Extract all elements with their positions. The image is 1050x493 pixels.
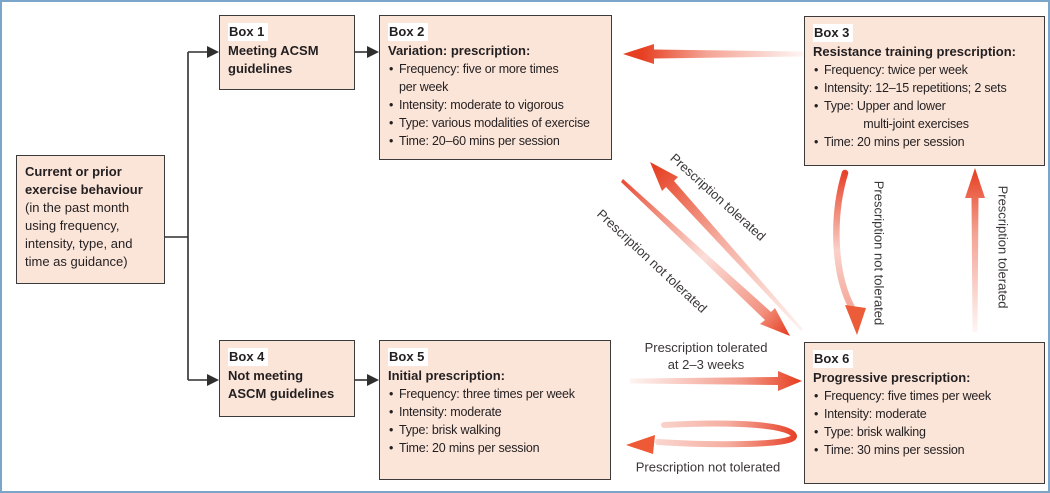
box-5-title: Initial prescription: <box>388 368 506 383</box>
box-3-title: Resistance training prescription: <box>813 44 1016 59</box>
bullet-intensity: Intensity: 12–15 repetitions; 2 sets <box>813 79 1036 97</box>
box-entry-body: (in the past month using frequency, inte… <box>25 200 133 269</box>
label-prescription-not-tolerated-vertical: Prescription not tolerated <box>871 180 887 326</box>
bullet-time: Time: 30 mins per session <box>813 441 1036 459</box>
label-prescription-tolerated-diagonal: Prescription tolerated <box>667 150 769 244</box>
arrow-box6-to-box2-tolerated <box>650 162 803 331</box>
box-2-label: Box 2 <box>388 23 429 41</box>
bullet-frequency: Frequency: five times per week <box>813 387 1036 405</box>
bullet-intensity: Intensity: moderate <box>388 403 602 421</box>
bullet-frequency: Frequency: twice per week <box>813 61 1036 79</box>
box-entry-title: Current or prior exercise behaviour <box>25 164 143 197</box>
box-4-label: Box 4 <box>228 348 269 366</box>
box-6-title: Progressive prescription: <box>813 370 971 385</box>
bullet-intensity: Intensity: moderate <box>813 405 1036 423</box>
box-6: Box 6 Progressive prescription: Frequenc… <box>804 342 1045 484</box>
box-5: Box 5 Initial prescription: Frequency: t… <box>379 340 611 480</box>
arrow-box6-to-box3-tolerated <box>965 168 985 332</box>
bullet-type: Type: Upper and lower multi-joint exerci… <box>813 97 1036 133</box>
bullet-time: Time: 20 mins per session <box>813 133 1036 151</box>
bullet-type: Type: various modalities of exercise <box>388 114 603 132</box>
box-entry: Current or prior exercise behaviour (in … <box>16 155 165 284</box>
box-4-title: Not meeting ASCM guidelines <box>228 368 335 401</box>
bullet-frequency: Frequency: five or more times per week <box>388 60 603 96</box>
box-1: Box 1 Meeting ACSM guidelines <box>219 15 355 90</box>
box-4: Box 4 Not meeting ASCM guidelines <box>219 340 355 417</box>
box-2-title: Variation: prescription: <box>388 43 531 58</box>
box-6-bullets: Frequency: five times per week Intensity… <box>813 387 1036 459</box>
arrow-box5-to-box6-tolerated <box>630 371 802 391</box>
box-6-label: Box 6 <box>813 350 854 368</box>
box-5-bullets: Frequency: three times per week Intensit… <box>388 385 602 457</box>
connector-entry-branch <box>165 51 368 381</box>
arrow-box3-to-box6-not-tolerated <box>833 169 866 335</box>
bullet-frequency: Frequency: three times per week <box>388 385 602 403</box>
box-3-bullets: Frequency: twice per week Intensity: 12–… <box>813 61 1036 151</box>
bullet-type: Type: brisk walking <box>388 421 602 439</box>
box-1-title: Meeting ACSM guidelines <box>228 43 319 76</box>
label-prescription-not-tolerated-diagonal: Prescription not tolerated <box>594 206 710 316</box>
box-3: Box 3 Resistance training prescription: … <box>804 16 1045 166</box>
label-prescription-tolerated-vertical: Prescription tolerated <box>995 185 1011 309</box>
arrow-box3-to-box2 <box>623 44 803 64</box>
connector-arrowheads <box>207 46 379 386</box>
bullet-intensity: Intensity: moderate to vigorous <box>388 96 603 114</box>
arrow-box6-to-box5-not-tolerated <box>626 420 797 454</box>
label-prescription-tolerated-2-3-weeks: Prescription tolerated at 2–3 weeks <box>644 340 768 372</box>
box-3-label: Box 3 <box>813 24 854 42</box>
box-5-label: Box 5 <box>388 348 429 366</box>
bullet-time: Time: 20–60 mins per session <box>388 132 603 150</box>
label-prescription-not-tolerated-bottom: Prescription not tolerated <box>635 459 781 475</box>
box-2-bullets: Frequency: five or more times per week I… <box>388 60 603 150</box>
bullet-time: Time: 20 mins per session <box>388 439 602 457</box>
box-1-label: Box 1 <box>228 23 269 41</box>
box-2: Box 2 Variation: prescription: Frequency… <box>379 15 612 160</box>
bullet-type: Type: brisk walking <box>813 423 1036 441</box>
